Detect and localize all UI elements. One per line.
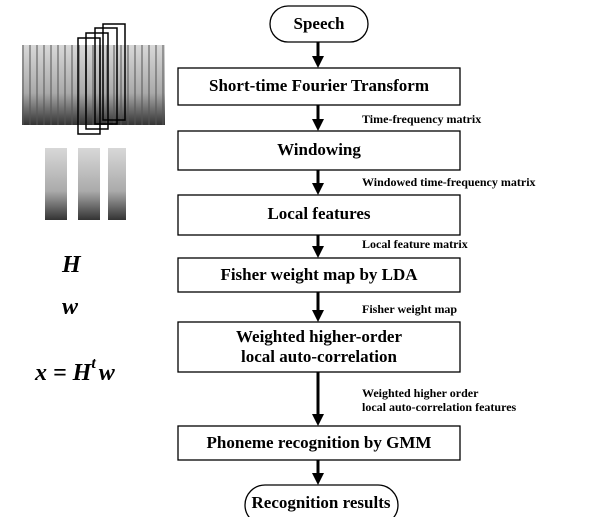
node-label: local auto-correlation — [241, 347, 398, 366]
node-label: Phoneme recognition by GMM — [207, 433, 432, 452]
node-label: Local features — [267, 204, 370, 223]
process-box — [177, 67, 461, 106]
formula-lhs: x = H — [34, 360, 93, 386]
process-box — [177, 321, 461, 373]
formula: x = Ht w — [34, 355, 116, 386]
windowed-spectrograms — [45, 148, 126, 220]
h-label: H — [61, 252, 82, 278]
formula-sup: t — [91, 355, 96, 372]
process-box — [177, 194, 461, 236]
edge-label: Fisher weight map — [362, 302, 457, 316]
end-node — [244, 484, 399, 517]
edge-label: Weighted higher order — [362, 386, 479, 400]
node-label: Recognition results — [252, 493, 391, 512]
process-box — [177, 130, 461, 171]
edge-label: Local feature matrix — [362, 237, 468, 251]
node-label: Weighted higher-order — [236, 327, 402, 346]
process-box — [177, 425, 461, 461]
node-label: Short-time Fourier Transform — [209, 76, 429, 95]
node-label: Windowing — [277, 140, 361, 159]
w-label: w — [62, 294, 79, 320]
node-label: Fisher weight map by LDA — [220, 265, 418, 284]
formula-rhs: w — [99, 360, 116, 386]
start-node — [269, 5, 369, 43]
process-box — [177, 257, 461, 293]
edge-label: local auto-correlation features — [362, 400, 517, 414]
spectrogram — [22, 23, 165, 135]
node-label: Speech — [294, 14, 346, 33]
edge-label: Time-frequency matrix — [362, 112, 481, 126]
edge-label: Windowed time-frequency matrix — [362, 175, 536, 189]
